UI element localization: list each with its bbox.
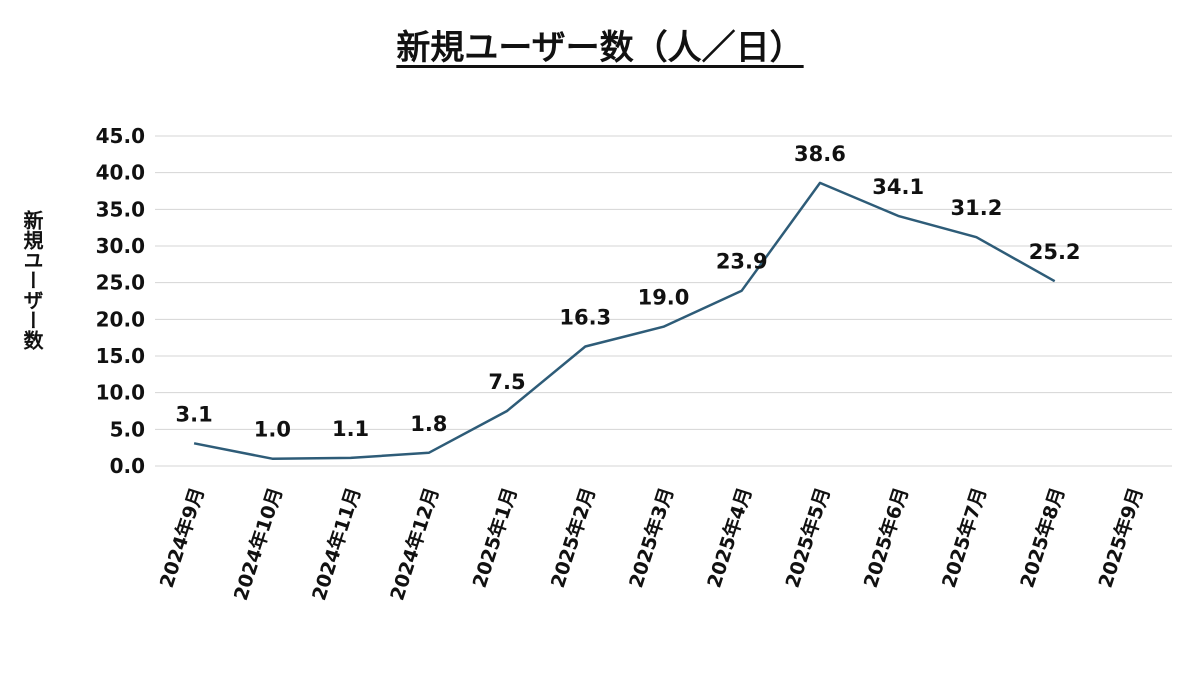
y-tick-label: 20.0 [96,307,145,331]
grid-layer [155,135,1172,467]
x-tick-label: 2025年8月 [1015,484,1069,590]
y-tick-label: 25.0 [96,271,145,295]
x-tick-label: 2025年5月 [781,484,835,590]
data-label: 1.0 [254,418,291,442]
x-tick-label: 2025年6月 [859,484,913,590]
x-tick-label: 2024年10月 [229,484,287,603]
y-tick-label: 0.0 [110,454,145,478]
data-label: 1.1 [332,417,369,441]
data-label: 19.0 [638,286,690,310]
y-tick-label: 15.0 [96,344,145,368]
series-line [193,181,1056,460]
data-label: 25.2 [1029,240,1081,264]
x-tick-label: 2025年1月 [468,484,522,590]
data-label: 38.6 [794,142,846,166]
y-tick-label: 40.0 [96,161,145,185]
y-axis-ticks: 0.0 5.0 10.0 15.0 20.0 25.0 30.0 35.0 40.0 45.0 [96,124,145,478]
y-tick-label: 10.0 [96,381,145,405]
data-label: 1.8 [410,412,447,436]
x-tick-label: 2025年4月 [702,484,756,590]
data-label: 31.2 [951,196,1003,220]
x-tick-label: 2025年7月 [937,484,991,590]
x-tick-label: 2025年2月 [546,484,600,590]
y-tick-label: 5.0 [110,417,145,441]
x-tick-label: 2024年11月 [307,484,365,603]
x-tick-label: 2025年9月 [1094,484,1148,590]
data-label: 7.5 [488,370,525,394]
y-tick-label: 30.0 [96,234,145,258]
x-tick-label: 2024年9月 [155,484,209,590]
x-tick-label: 2024年12月 [385,484,443,603]
chart-title: 新規ユーザー数（人／日） [0,20,1200,69]
y-tick-label: 35.0 [96,197,145,221]
x-tick-label: 2025年3月 [624,484,678,590]
data-labels: 3.1 1.0 1.1 1.8 7.5 16.3 19.0 23.9 38.6 34.1 31.2 2… [176,142,1081,442]
data-label: 23.9 [716,250,768,274]
data-label: 34.1 [872,175,924,199]
y-axis-label: 新規ユーザー数 [20,210,44,350]
chart-title-text: 新規ユーザー数（人／日） [396,28,804,68]
series-layer [193,181,1056,460]
x-axis-ticks: 2024年9月 2024年10月 2024年11月 2024年12月 2025年1月 20… [155,484,1148,603]
data-label: 16.3 [559,305,611,329]
y-tick-label: 45.0 [96,124,145,148]
data-label: 3.1 [176,402,213,426]
